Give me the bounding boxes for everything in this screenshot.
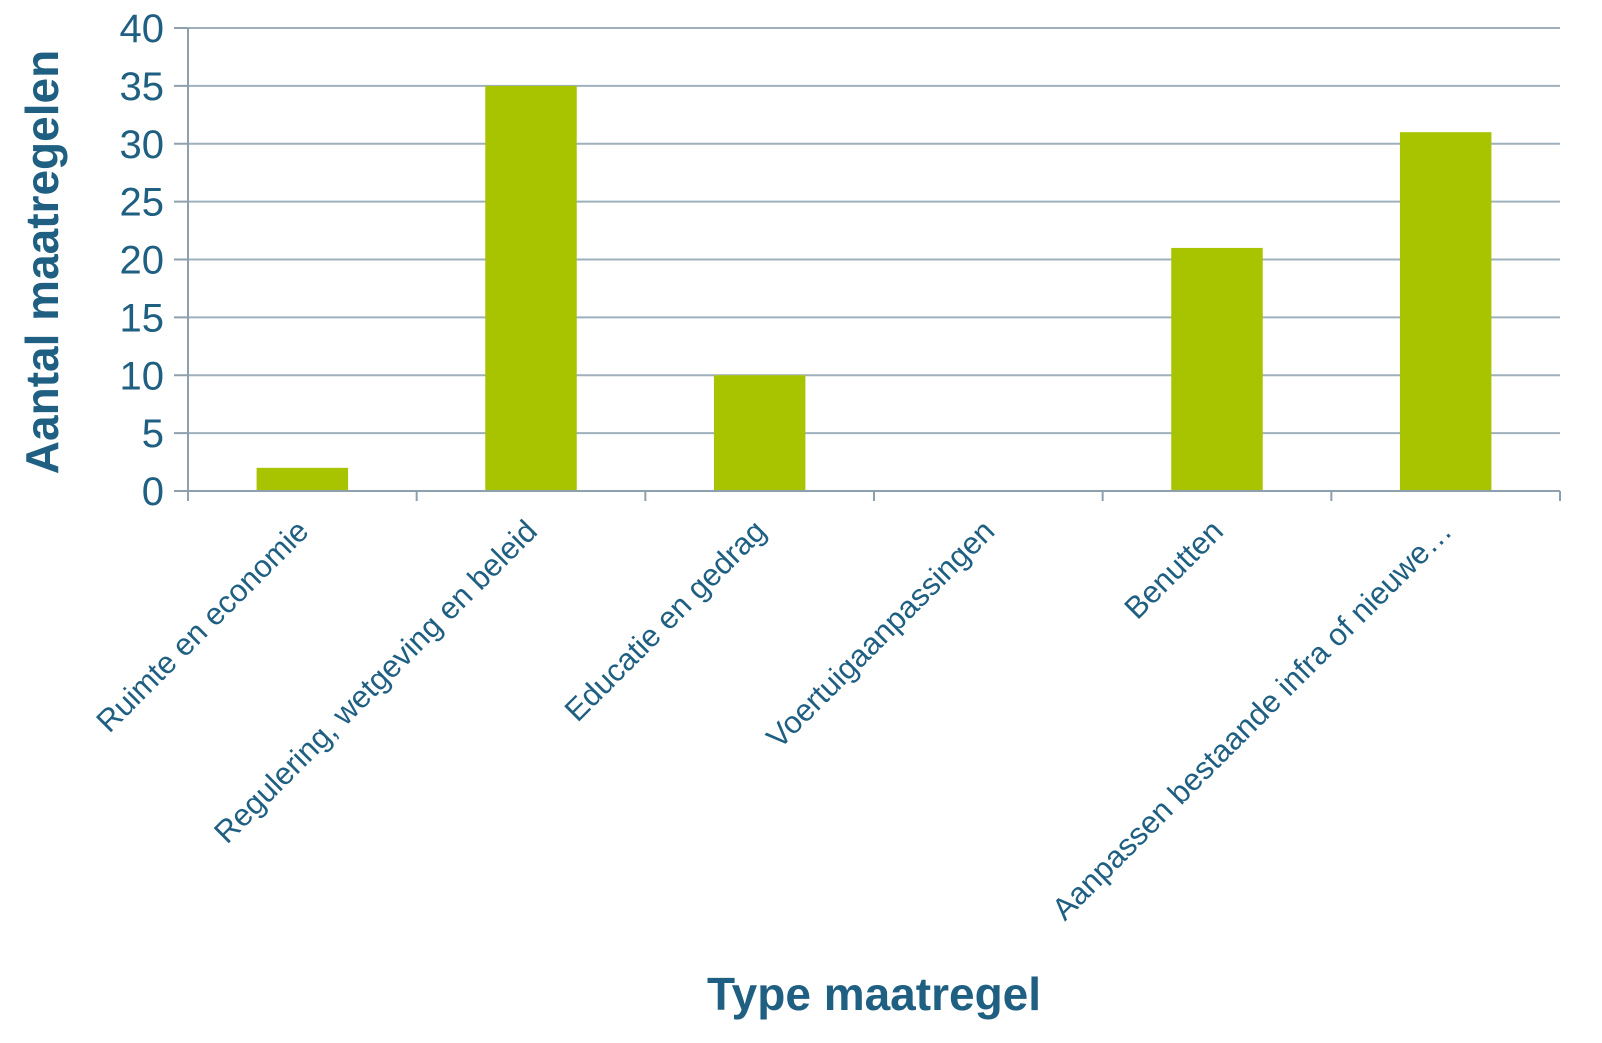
bar xyxy=(713,375,806,491)
bars xyxy=(256,85,1492,492)
bar xyxy=(256,467,349,491)
bar xyxy=(485,85,577,491)
bar xyxy=(1171,247,1263,491)
y-tick-label: 30 xyxy=(120,123,165,167)
y-tick-labels: 0 5 10 15 20 25 30 35 40 xyxy=(120,7,165,514)
y-axis-title: Aantal maatregelen xyxy=(16,50,68,474)
gridlines xyxy=(188,27,1560,435)
y-tick-label: 40 xyxy=(120,7,165,51)
y-tick-label: 0 xyxy=(142,470,164,514)
x-category-label: Voertuigaanpassingen xyxy=(760,513,1002,755)
x-category-label: Aanpassen bestaande infra of nieuwe… xyxy=(1045,513,1458,926)
axes xyxy=(174,27,1561,501)
x-axis-title: Type maatregel xyxy=(707,968,1041,1020)
y-tick-label: 20 xyxy=(120,239,165,283)
x-category-label: Ruimte en economie xyxy=(89,513,315,739)
bar xyxy=(1399,132,1492,492)
x-category-label: Educatie en gedrag xyxy=(558,513,773,728)
y-tick-label: 25 xyxy=(120,181,165,225)
x-category-label: Benutten xyxy=(1117,513,1230,626)
y-tick-label: 35 xyxy=(120,65,165,109)
y-tick-label: 15 xyxy=(120,296,165,340)
y-tick-label: 10 xyxy=(120,354,165,398)
y-tick-label: 5 xyxy=(142,412,164,456)
